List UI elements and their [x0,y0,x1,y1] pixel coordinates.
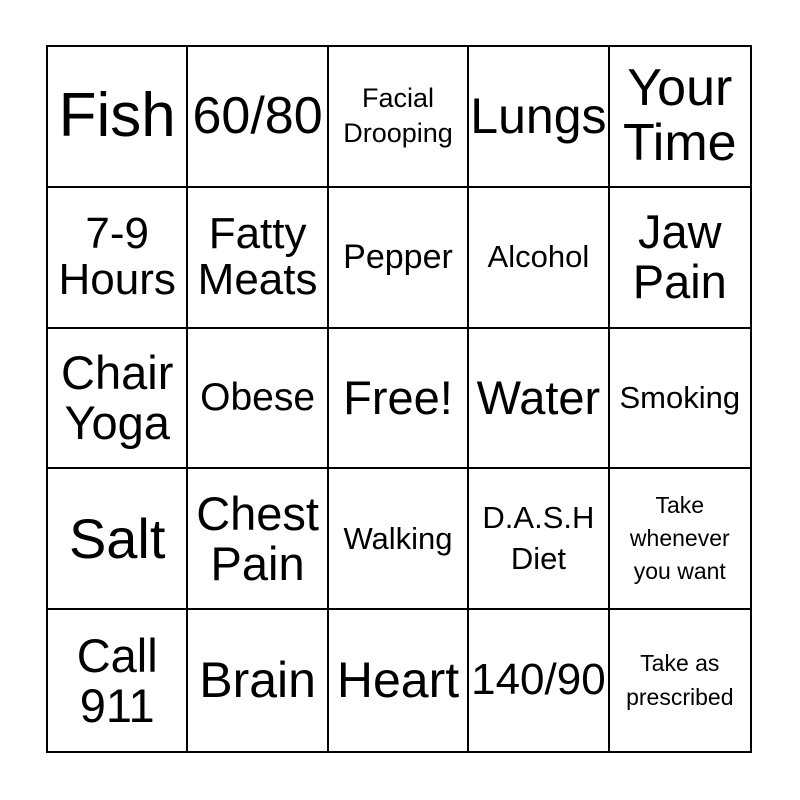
bingo-cell-chair-yoga[interactable]: Chair Yoga [48,328,189,470]
bingo-cell-140-90[interactable]: 140/90 [469,610,610,751]
bingo-cell-fatty-meats[interactable]: Fatty Meats [188,187,329,329]
bingo-cell-60-80[interactable]: 60/80 [188,47,329,188]
bingo-cell-jaw-pain[interactable]: Jaw Pain [609,187,750,329]
bingo-cell-your-time[interactable]: Your Time [609,47,750,188]
bingo-cell-heart[interactable]: Heart [328,610,470,751]
bingo-cell-7-9-hours[interactable]: 7-9 Hours [48,187,189,329]
bingo-cell-call-911[interactable]: Call 911 [48,610,189,751]
bingo-cell-pepper[interactable]: Pepper [328,187,470,329]
bingo-cell-dash-diet[interactable]: D.A.S.H Diet [469,469,610,611]
bingo-cell-take-as-prescribed[interactable]: Take as prescribed [609,610,750,751]
bingo-cell-free[interactable]: Free! [328,328,470,470]
bingo-cell-salt[interactable]: Salt [48,469,189,611]
bingo-cell-chest-pain[interactable]: Chest Pain [188,469,329,611]
bingo-cell-fish[interactable]: Fish [48,47,189,188]
bingo-cell-smoking[interactable]: Smoking [609,328,750,470]
bingo-cell-walking[interactable]: Walking [328,469,470,611]
bingo-cell-take-whenever[interactable]: Take whenever you want [609,469,750,611]
bingo-cell-alcohol[interactable]: Alcohol [469,187,610,329]
bingo-cell-lungs[interactable]: Lungs [469,47,610,188]
bingo-cell-water[interactable]: Water [469,328,610,470]
bingo-cell-facial-drooping[interactable]: Facial Drooping [328,47,470,188]
bingo-cell-brain[interactable]: Brain [188,610,329,751]
bingo-cell-obese[interactable]: Obese [188,328,329,470]
bingo-card: Fish 60/80 Facial Drooping Lungs Your Ti… [46,45,752,753]
